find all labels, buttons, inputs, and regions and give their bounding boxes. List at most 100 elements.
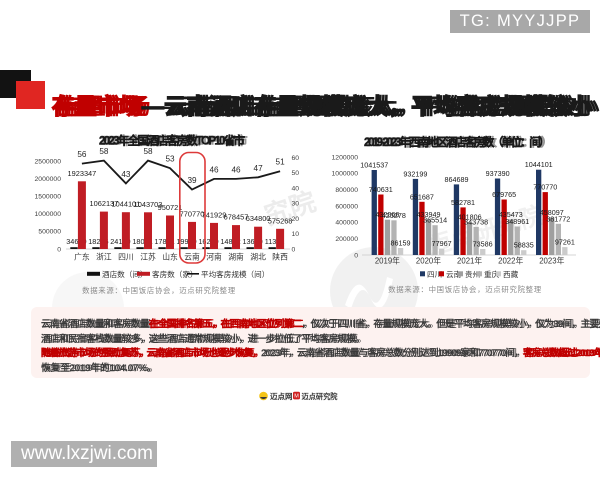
svg-text:江苏: 江苏 — [140, 252, 156, 262]
svg-text:18265: 18265 — [88, 237, 108, 246]
svg-text:西藏: 西藏 — [503, 269, 519, 279]
svg-text:1041537: 1041537 — [360, 161, 388, 170]
svg-text:2023年: 2023年 — [539, 256, 564, 266]
svg-text:2019-2023年西南地区酒店客房数（单位：间）: 2019-2023年西南地区酒店客房数（单位：间） — [367, 135, 553, 149]
svg-text:40: 40 — [292, 185, 300, 192]
svg-text:634800: 634800 — [246, 214, 271, 223]
svg-text:46: 46 — [209, 165, 219, 174]
svg-text:60: 60 — [292, 155, 300, 162]
svg-text:53: 53 — [165, 155, 175, 164]
svg-text:365514: 365514 — [423, 216, 447, 225]
svg-text:425278: 425278 — [382, 211, 406, 220]
svg-text:数据来源：中国饭店协会，迈点研究院整理: 数据来源：中国饭店协会，迈点研究院整理 — [388, 285, 542, 294]
svg-text:30: 30 — [292, 201, 300, 208]
svg-text:51: 51 — [276, 158, 286, 167]
svg-text:400000: 400000 — [335, 220, 358, 227]
svg-text:广东: 广东 — [74, 252, 90, 262]
svg-text:20: 20 — [292, 216, 300, 223]
svg-text:云南: 云南 — [184, 252, 200, 262]
svg-text:740631: 740631 — [369, 185, 393, 194]
svg-text:435473: 435473 — [499, 210, 523, 219]
svg-text:432066: 432066 — [375, 210, 399, 219]
svg-text:679765: 679765 — [492, 190, 516, 199]
svg-text:34620: 34620 — [66, 237, 86, 246]
svg-text:741929: 741929 — [202, 210, 227, 219]
svg-text:651687: 651687 — [410, 192, 434, 201]
svg-text:58: 58 — [99, 147, 109, 156]
svg-text:2023年全国酒店客房数TOP10省市: 2023年全国酒店客房数TOP10省市 — [102, 134, 249, 148]
svg-text:1200000: 1200000 — [332, 154, 359, 161]
svg-text:47: 47 — [254, 164, 264, 173]
svg-text:湖北: 湖北 — [250, 253, 266, 262]
svg-text:433949: 433949 — [417, 210, 441, 219]
svg-text:343738: 343738 — [464, 217, 488, 226]
svg-text:73586: 73586 — [473, 240, 493, 249]
svg-text:湖南: 湖南 — [228, 252, 244, 262]
svg-text:381772: 381772 — [546, 214, 570, 223]
svg-text:2020年: 2020年 — [416, 256, 441, 266]
svg-text:河南: 河南 — [206, 252, 222, 262]
svg-text:575268: 575268 — [268, 216, 293, 225]
svg-text:678457: 678457 — [224, 213, 249, 222]
svg-text:19909: 19909 — [176, 237, 196, 246]
svg-text:1044101: 1044101 — [112, 200, 141, 209]
svg-text:13620: 13620 — [242, 237, 262, 246]
svg-text:200000: 200000 — [335, 236, 358, 243]
svg-text:18061: 18061 — [132, 237, 152, 246]
svg-text:酒店数（间）: 酒店数（间） — [102, 269, 148, 279]
svg-text:86159: 86159 — [391, 239, 411, 248]
svg-text:2023年全国酒店客房数TOP10省市: 2023年全国酒店客房数TOP10省市 — [99, 134, 246, 148]
svg-text:800000: 800000 — [335, 187, 358, 194]
svg-text:14812: 14812 — [220, 237, 240, 246]
svg-text:770770: 770770 — [533, 183, 557, 192]
svg-text:浙江: 浙江 — [96, 252, 112, 262]
svg-text:客房数（家）: 客房数（家） — [152, 269, 198, 279]
svg-text:16279: 16279 — [198, 237, 218, 246]
svg-text:2000000: 2000000 — [35, 176, 62, 183]
svg-text:1923347: 1923347 — [68, 169, 97, 178]
svg-text:2019-2023年西南地区酒店客房数（单位：间）: 2019-2023年西南地区酒店客房数（单位：间） — [364, 135, 550, 149]
svg-text:1500000: 1500000 — [35, 194, 62, 201]
svg-text:950721: 950721 — [158, 203, 183, 212]
svg-text:932199: 932199 — [403, 169, 427, 178]
svg-text:2019年: 2019年 — [375, 256, 400, 266]
svg-text:迈点研究院: 迈点研究院 — [302, 392, 339, 401]
svg-text:24100: 24100 — [110, 237, 130, 246]
svg-text:2021年: 2021年 — [457, 256, 482, 266]
svg-text:2022年: 2022年 — [498, 256, 523, 266]
svg-text:贵州: 贵州 — [465, 269, 480, 279]
svg-text:10: 10 — [292, 231, 300, 238]
svg-text:17821: 17821 — [154, 237, 174, 246]
svg-text:58: 58 — [143, 147, 153, 156]
svg-text:1000000: 1000000 — [332, 171, 359, 178]
svg-text:数据来源：中国饭店协会，迈点研究院整理: 数据来源：中国饭店协会，迈点研究院整理 — [82, 286, 236, 295]
svg-text:43: 43 — [121, 170, 131, 179]
svg-text:重庆: 重庆 — [484, 269, 500, 279]
svg-text:58835: 58835 — [514, 241, 534, 250]
svg-text:770770: 770770 — [180, 209, 205, 218]
svg-text:97261: 97261 — [555, 238, 575, 247]
svg-text:600000: 600000 — [335, 203, 358, 210]
svg-text:1043703: 1043703 — [134, 200, 163, 209]
svg-text:0: 0 — [57, 246, 61, 253]
svg-text:迈点网: 迈点网 — [270, 391, 293, 401]
svg-text:0: 0 — [292, 246, 296, 253]
svg-text:46: 46 — [231, 165, 241, 174]
svg-text:M: M — [294, 394, 299, 400]
svg-text:2500000: 2500000 — [35, 158, 62, 165]
svg-text:864689: 864689 — [445, 175, 469, 184]
svg-text:582781: 582781 — [451, 198, 475, 207]
svg-text:11331: 11331 — [265, 237, 285, 246]
svg-text:348961: 348961 — [505, 217, 529, 226]
svg-text:陕西: 陕西 — [272, 252, 288, 262]
svg-text:1044101: 1044101 — [525, 160, 553, 169]
svg-text:平均客房规模（间）: 平均客房规模（间） — [201, 269, 269, 279]
svg-text:0: 0 — [354, 252, 358, 259]
svg-text:50: 50 — [292, 170, 300, 177]
svg-text:937390: 937390 — [486, 169, 510, 178]
svg-text:77967: 77967 — [432, 239, 452, 248]
svg-text:1062137: 1062137 — [90, 199, 119, 208]
svg-text:1000000: 1000000 — [35, 211, 62, 218]
svg-text:56: 56 — [77, 150, 87, 159]
svg-text:39: 39 — [187, 176, 197, 185]
